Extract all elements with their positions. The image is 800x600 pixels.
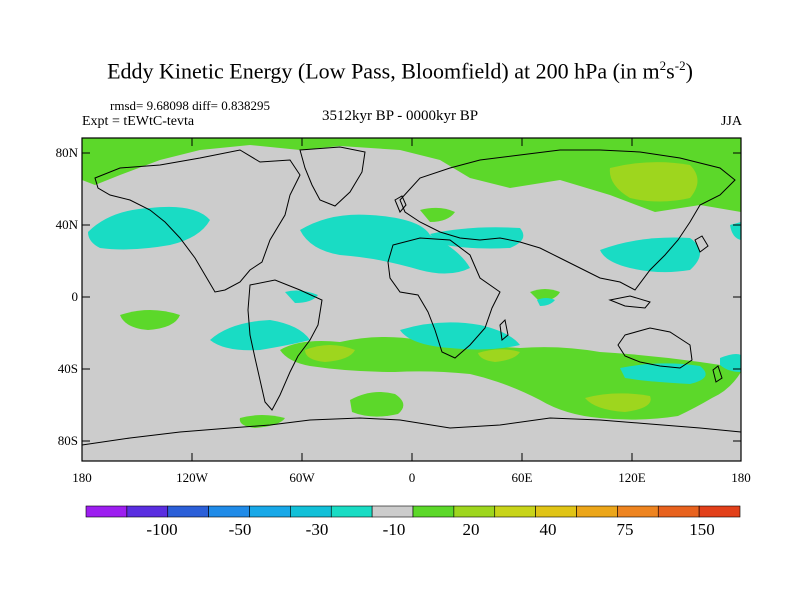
lat-label-0: 0: [71, 289, 79, 304]
coast-madagascar: [499, 318, 509, 341]
south-atlantic-max: [305, 345, 355, 362]
colorbar-label: 20: [462, 520, 480, 539]
north-atlantic-blob: [420, 207, 455, 222]
coast-south-america: [247, 279, 323, 411]
colorbar: [85, 505, 741, 518]
map-title: Eddy Kinetic Energy (Low Pass, Bloomfiel…: [107, 58, 693, 84]
colorbar-label: -10: [382, 520, 406, 539]
lat-label-80n: 80N: [55, 145, 78, 160]
colorbar-label: -100: [146, 520, 178, 539]
lat-label-40n: 40N: [55, 217, 78, 232]
colorbar-segment: [249, 505, 291, 518]
east-asia-negative: [600, 237, 700, 273]
tropical-pacific-blob: [120, 310, 180, 330]
coast-africa: [387, 237, 501, 359]
colorbar-label: -50: [228, 520, 252, 539]
colorbar-segment: [535, 505, 577, 518]
central-atlantic-negative: [210, 320, 310, 351]
colorbar-label: 40: [539, 520, 557, 539]
lon-label-60w: 60W: [289, 470, 315, 485]
colorbar-segment: [371, 505, 414, 518]
colorbar-label: -30: [305, 520, 329, 539]
colorbar-segment: [453, 505, 496, 518]
indian-ocean-max: [478, 349, 520, 362]
colorbar-segment: [290, 505, 332, 518]
colorbar-segment: [167, 505, 209, 518]
colorbar-segment: [617, 505, 659, 518]
stats-text: rmsd= 9.68098 diff= 0.838295: [110, 98, 270, 113]
australia-south-max: [585, 393, 651, 412]
coast-british-isles: [394, 195, 407, 213]
north-atlantic-negative: [300, 214, 470, 274]
colorbar-segment: [85, 505, 128, 518]
lat-label-40s: 40S: [57, 361, 78, 376]
colorbar-segment: [330, 505, 373, 518]
lon-label-120e: 120E: [618, 470, 646, 485]
west-asia-negative: [430, 227, 524, 249]
colorbar-label: 150: [689, 520, 715, 539]
tropical-east-pacific-negative: [285, 290, 318, 303]
dateline-south-negative: [720, 354, 741, 372]
lon-ticks: [81, 138, 742, 461]
colorbar-segment: [412, 505, 455, 518]
colorbar-segment: [576, 505, 618, 518]
colorbar-segment: [657, 505, 700, 518]
arctic-positive-region: [82, 138, 741, 212]
southwest-pacific-negative: [620, 363, 706, 384]
colorbar-segment: [126, 505, 169, 518]
lon-label-60e: 60E: [511, 470, 533, 485]
lon-label-180e: 180: [731, 470, 751, 485]
coast-indonesia: [608, 295, 651, 309]
colorbar-segment: [494, 505, 536, 518]
coast-antarctica: [82, 417, 741, 446]
coast-eurasia: [399, 149, 736, 291]
colorbar-label: 75: [616, 520, 634, 539]
lon-label-180w: 180: [72, 470, 92, 485]
indian-ocean-negative: [400, 322, 520, 350]
indian-ocean-blob: [530, 289, 560, 302]
lat-label-80s: 80S: [57, 433, 78, 448]
coast-australia: [617, 327, 693, 369]
coast-japan: [694, 235, 709, 253]
coast-north-america: [94, 149, 301, 293]
lon-label-120w: 120W: [176, 470, 208, 485]
period-label: 3512kyr BP - 0000kyr BP: [321, 108, 479, 124]
north-pacific-negative: [88, 206, 210, 250]
mid-positive-regions: [305, 162, 698, 412]
coast-greenland: [299, 146, 366, 207]
lon-label-0: 0: [408, 470, 416, 485]
experiment-label: Expt = tEWtC-tevta: [82, 114, 195, 129]
south-atlantic-blob: [350, 392, 404, 417]
season-label: JJA: [720, 114, 742, 129]
colorbar-segment: [698, 505, 741, 518]
north-dateline-negative: [730, 222, 741, 240]
small-atlantic-negative: [537, 298, 555, 306]
siberia-max: [609, 162, 698, 202]
coastlines: [82, 146, 741, 446]
lat-ticks: [82, 152, 741, 442]
negative-anomaly-regions: [88, 206, 741, 384]
coast-new-zealand: [712, 365, 723, 383]
colorbar-segment: [208, 505, 250, 518]
